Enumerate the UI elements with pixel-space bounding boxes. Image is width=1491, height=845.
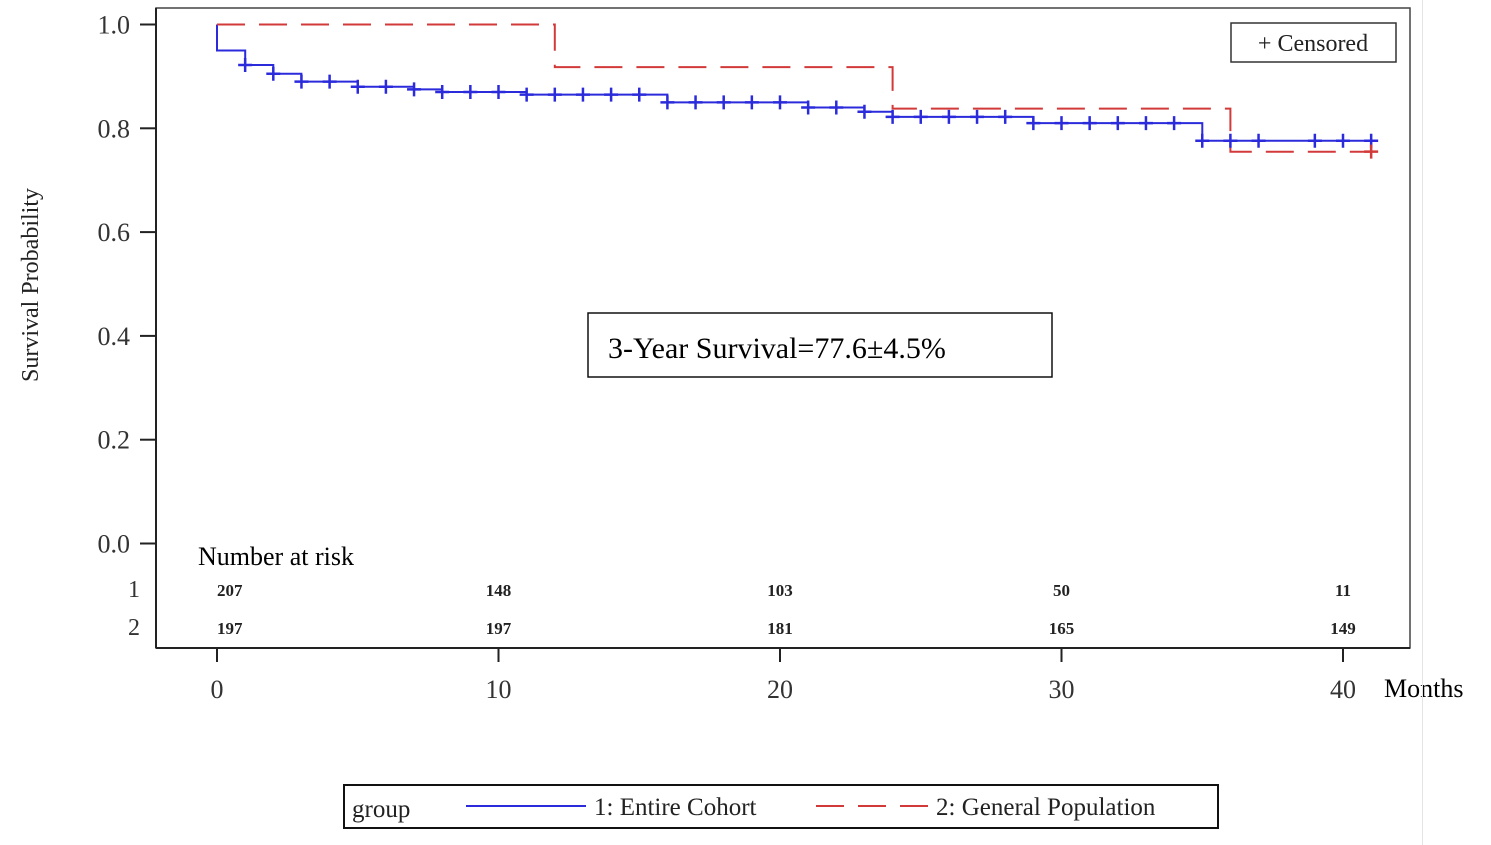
censor-mark-1 <box>1167 116 1182 131</box>
censor-mark-1 <box>941 109 956 124</box>
censor-mark-1 <box>322 74 337 89</box>
censor-mark-1 <box>350 79 365 94</box>
x-tick-label: 40 <box>1330 675 1356 704</box>
censor-mark-1 <box>1336 133 1350 148</box>
censor-mark-1 <box>238 57 253 72</box>
y-tick-label: 0.4 <box>98 322 131 351</box>
survival-annotation: 3-Year Survival=77.6±4.5% <box>587 312 1053 378</box>
censor-mark-1 <box>857 104 872 119</box>
risk-value: 11 <box>1335 581 1351 600</box>
risk-table-title: Number at risk <box>198 542 354 571</box>
group-legend-title: group <box>352 796 410 823</box>
y-tick-label: 0.6 <box>98 218 131 247</box>
x-tick-label: 0 <box>211 675 224 704</box>
risk-value: 197 <box>217 619 243 638</box>
y-tick-label: 0.2 <box>98 426 131 455</box>
annotation-text: 3-Year Survival=77.6±4.5% <box>608 332 946 365</box>
risk-value: 207 <box>217 581 243 600</box>
censor-mark-1 <box>294 74 309 89</box>
censor-mark-1 <box>1251 133 1266 148</box>
censored-legend-box <box>1230 22 1397 63</box>
series-layer <box>216 23 1372 153</box>
legend-label-general-population: 2: General Population <box>936 794 1156 821</box>
x-axis-ticks: 0 10 20 30 40 <box>211 648 1356 704</box>
y-tick-label: 0.8 <box>98 114 131 143</box>
risk-value: 197 <box>486 619 512 638</box>
group-legend: group 1: Entire Cohort 2: General Popula… <box>343 784 1219 829</box>
censor-mark-1 <box>744 95 759 110</box>
censor-mark-1 <box>970 109 985 124</box>
censor-mark-1 <box>519 87 534 102</box>
y-axis-ticks: 0.0 0.2 0.4 0.6 0.8 1.0 <box>98 11 156 559</box>
annotation-box <box>587 312 1053 378</box>
risk-value: 149 <box>1330 619 1356 638</box>
series-line-1 <box>216 24 1372 142</box>
risk-value: 103 <box>767 581 793 600</box>
censor-mark-1 <box>1138 116 1153 131</box>
censor-mark-1 <box>1307 133 1322 148</box>
censor-mark-1 <box>801 100 816 115</box>
censor-mark-1 <box>407 82 422 97</box>
censor-mark-1 <box>1110 116 1125 131</box>
x-tick-label: 10 <box>486 675 512 704</box>
risk-row-label: 2 <box>128 615 140 641</box>
series-line-2 <box>217 23 1372 153</box>
right-divider <box>1422 0 1423 845</box>
risk-value: 148 <box>486 581 512 600</box>
censored-legend-label: + Censored <box>1258 31 1368 57</box>
censor-mark-1 <box>491 84 506 99</box>
censor-mark-1 <box>773 95 787 110</box>
y-tick-label: 0.0 <box>98 530 131 559</box>
censor-mark-1 <box>998 109 1013 124</box>
censor-mark-1 <box>1223 133 1238 148</box>
y-tick-label: 1.0 <box>98 11 131 40</box>
risk-value: 50 <box>1053 581 1070 600</box>
censor-mark-1 <box>463 84 478 99</box>
risk-table: 1 207 148 103 50 11 2 197 197 181 165 149 <box>128 577 1356 641</box>
censor-mark-1 <box>1082 116 1097 131</box>
censor-mark-1 <box>604 87 619 102</box>
group-legend-box <box>343 784 1219 829</box>
censor-mark-1 <box>266 66 281 81</box>
censor-mark-1 <box>435 84 450 99</box>
censor-mark-1 <box>1195 133 1210 148</box>
censor-mark-1 <box>378 79 393 94</box>
censor-mark-1 <box>716 95 731 110</box>
censor-mark-1 <box>829 100 844 115</box>
censor-mark-1 <box>660 95 675 110</box>
censor-mark-1 <box>575 87 590 102</box>
censored-legend: + Censored <box>1230 22 1397 63</box>
legend-label-entire-cohort: 1: Entire Cohort <box>594 794 757 821</box>
risk-value: 181 <box>767 619 793 638</box>
censor-mark-1 <box>913 109 928 124</box>
censor-mark-1 <box>1054 116 1069 131</box>
censor-marks <box>238 57 1379 159</box>
x-tick-label: 30 <box>1049 675 1075 704</box>
censor-mark-1 <box>885 109 900 124</box>
x-axis-label: Months <box>1384 674 1463 703</box>
censor-mark-1 <box>632 87 647 102</box>
y-axis-label: Survival Probability <box>18 188 44 382</box>
censor-mark-1 <box>688 95 703 110</box>
censor-mark-1 <box>1026 116 1041 131</box>
risk-row-label: 1 <box>128 577 140 603</box>
censor-mark-2 <box>1364 144 1379 159</box>
censor-mark-1 <box>547 87 562 102</box>
x-tick-label: 20 <box>767 675 793 704</box>
risk-value: 165 <box>1049 619 1075 638</box>
